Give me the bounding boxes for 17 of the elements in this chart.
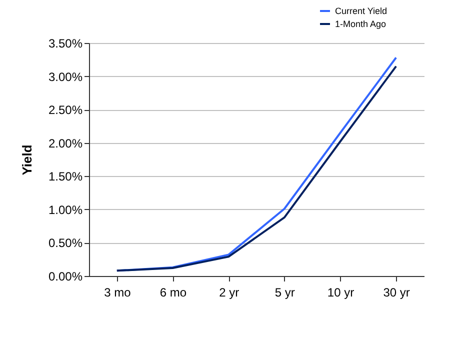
legend-label: 1-Month Ago bbox=[335, 19, 386, 29]
x-tick-label: 5 yr bbox=[274, 286, 295, 300]
x-tick-label: 2 yr bbox=[219, 286, 240, 300]
y-axis-title: Yield bbox=[19, 144, 34, 176]
y-tick-label: 1.50% bbox=[48, 170, 83, 184]
y-tick-label: 3.00% bbox=[48, 70, 83, 84]
y-tick-label: 0.00% bbox=[48, 270, 83, 284]
y-tick-label: 1.00% bbox=[48, 202, 83, 217]
y-tick-label: 2.00% bbox=[48, 136, 83, 150]
x-tick-label: 3 mo bbox=[104, 286, 132, 300]
y-tick-label: 3.50% bbox=[48, 36, 83, 50]
y-tick-label: 0.50% bbox=[48, 236, 83, 250]
legend-label: Current Yield bbox=[335, 6, 388, 16]
x-tick-label: 6 mo bbox=[160, 286, 187, 300]
x-tick-label: 10 yr bbox=[327, 286, 354, 300]
x-tick-label: 30 yr bbox=[383, 286, 410, 300]
y-tick-label: 2.50% bbox=[48, 103, 83, 118]
